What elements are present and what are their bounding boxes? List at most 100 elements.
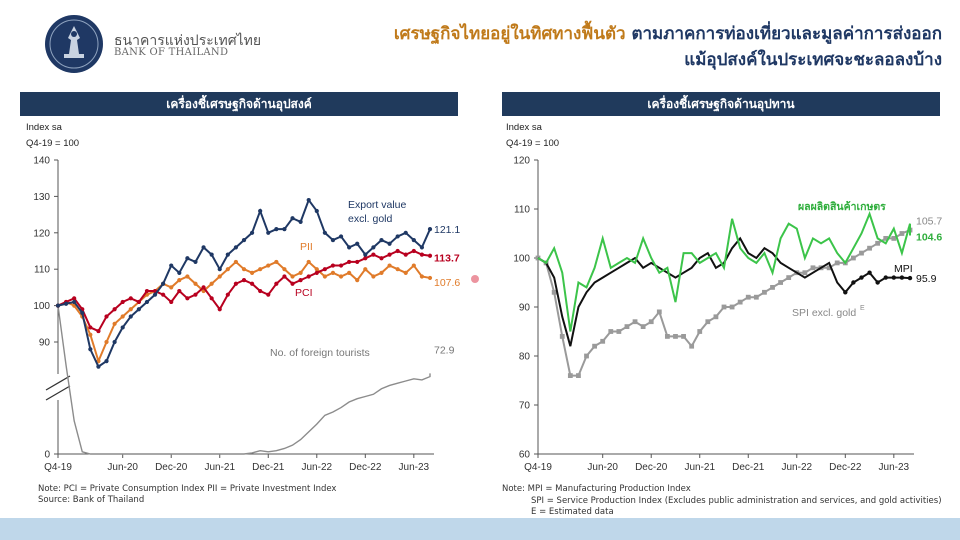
data-point xyxy=(290,281,295,286)
demand-indicators-chart: Index sa Q4-19 = 100 0 90 100 110 120 130 140 Q4-… xyxy=(26,122,479,473)
axis-break-mark xyxy=(45,375,71,391)
y-tick-label: 120 xyxy=(513,156,530,167)
export-series-label: Export value xyxy=(348,199,407,211)
data-point xyxy=(266,263,271,268)
footer-band xyxy=(0,518,960,540)
end-value-label: 113.7 xyxy=(434,253,460,265)
data-point xyxy=(673,334,678,339)
data-point xyxy=(128,314,133,319)
data-point xyxy=(298,270,303,275)
axis-break-mark xyxy=(45,385,71,401)
series-line-mpi xyxy=(537,236,911,347)
data-point xyxy=(120,299,125,305)
data-point xyxy=(88,332,93,337)
series-line-no-of-foreign-tourists xyxy=(57,305,431,455)
data-point xyxy=(112,307,117,312)
data-point xyxy=(306,274,311,279)
data-point xyxy=(209,252,214,257)
data-point xyxy=(745,294,751,300)
data-point xyxy=(395,267,400,272)
data-point xyxy=(371,252,376,257)
org-name-thai: ธนาคารแห่งประเทศไทย xyxy=(114,33,262,49)
right-note-mpi: Note: MPI = Manufacturing Production Ind… xyxy=(502,484,691,494)
x-tick-label: Dec-20 xyxy=(155,462,188,473)
y-tick-label: 110 xyxy=(514,205,530,216)
data-point xyxy=(177,270,182,275)
data-point xyxy=(713,314,719,320)
data-point xyxy=(379,256,384,261)
data-point xyxy=(282,274,287,279)
y-tick-label: 90 xyxy=(39,338,51,349)
data-point xyxy=(347,270,352,275)
data-point xyxy=(298,278,303,283)
data-point xyxy=(363,252,368,257)
y-tick-label: 90 xyxy=(519,303,531,314)
end-value-label: 104.6 xyxy=(916,231,942,243)
data-point xyxy=(656,309,662,315)
agri-series-label: ผลผลิตสินค้าเกษตร xyxy=(798,200,886,213)
data-point xyxy=(419,252,425,257)
data-point xyxy=(330,270,336,275)
data-point xyxy=(274,259,279,265)
data-point xyxy=(875,280,880,285)
data-point xyxy=(640,324,646,329)
data-point xyxy=(624,324,630,329)
data-point xyxy=(322,230,327,235)
y-tick-label: 140 xyxy=(33,156,50,167)
right-note-spi: SPI = Service Production Index (Excludes… xyxy=(531,496,942,506)
series-line-spi xyxy=(537,229,911,377)
data-point xyxy=(632,319,638,325)
bank-seal-icon xyxy=(45,15,103,73)
data-point xyxy=(282,267,287,272)
data-point xyxy=(249,281,255,286)
data-point xyxy=(88,347,93,352)
data-point xyxy=(193,292,198,297)
y-tick-label: 110 xyxy=(34,265,50,276)
data-point xyxy=(347,245,352,250)
data-point xyxy=(290,216,295,221)
data-point xyxy=(387,241,392,246)
data-point xyxy=(314,208,319,214)
y-tick-label: 0 xyxy=(44,450,50,461)
data-point xyxy=(330,237,336,243)
data-point xyxy=(567,373,573,378)
data-point xyxy=(233,245,239,250)
data-point xyxy=(209,296,214,301)
data-point xyxy=(128,307,133,312)
data-point xyxy=(419,274,425,279)
data-point xyxy=(697,329,703,334)
data-point xyxy=(850,255,856,261)
data-point xyxy=(355,278,360,283)
data-point xyxy=(592,343,598,349)
data-point xyxy=(104,314,109,319)
data-point xyxy=(136,307,141,312)
data-point xyxy=(185,296,190,301)
data-point xyxy=(136,299,141,305)
data-point xyxy=(810,265,816,271)
data-point xyxy=(347,259,352,265)
data-point xyxy=(249,270,255,275)
x-tick-label: Jun-23 xyxy=(399,462,430,473)
data-point xyxy=(403,230,408,235)
data-point xyxy=(322,274,327,279)
x-tick-label: Jun-20 xyxy=(587,462,618,473)
x-tick-label: Dec-21 xyxy=(252,462,285,473)
right-panel-title: เครื่องชี้เศรษฐกิจด้านอุปทาน xyxy=(502,92,940,116)
data-point xyxy=(403,270,408,275)
x-tick-label: Jun-21 xyxy=(684,462,715,473)
data-point xyxy=(209,281,214,286)
left-source: Source: Bank of Thailand xyxy=(38,495,145,505)
data-point xyxy=(274,227,279,232)
x-tick-label: Jun-23 xyxy=(879,462,910,473)
y-tick-label: 120 xyxy=(33,228,50,239)
data-point xyxy=(584,353,589,359)
data-point xyxy=(266,230,271,235)
data-point xyxy=(363,267,368,272)
bank-logo xyxy=(44,14,104,74)
data-point xyxy=(128,296,133,301)
tourists-series-label: No. of foreign tourists xyxy=(270,347,370,359)
data-point xyxy=(907,275,913,281)
data-point xyxy=(859,250,864,256)
data-point xyxy=(80,310,85,315)
right-note-estimated: E = Estimated data xyxy=(531,507,614,517)
